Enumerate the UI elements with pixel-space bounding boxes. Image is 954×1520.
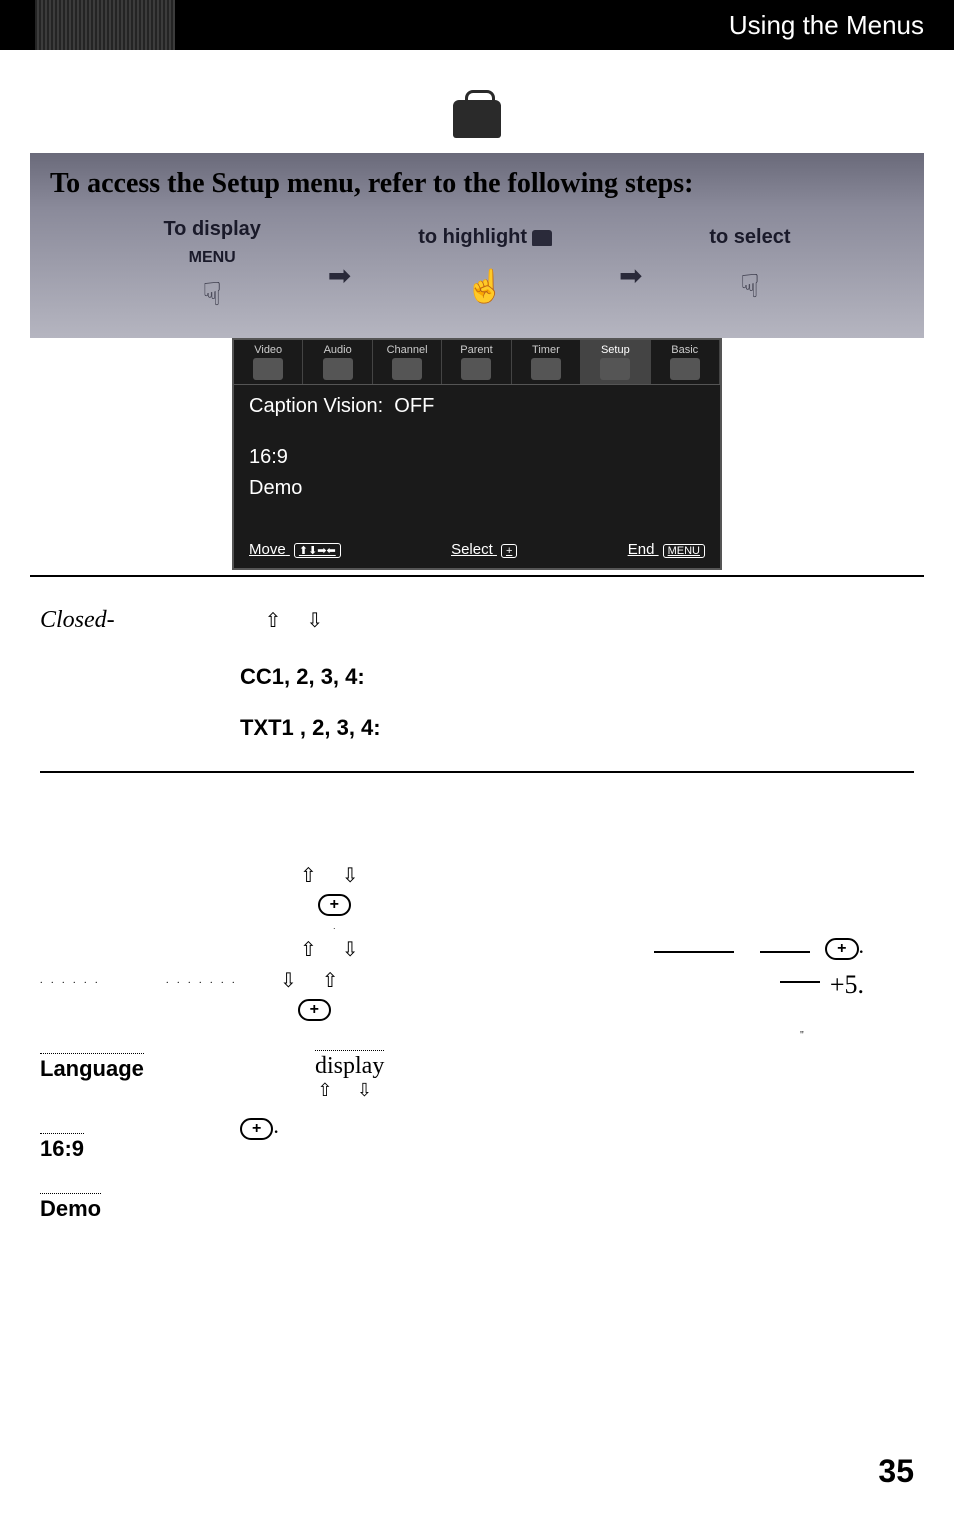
blank-line (760, 951, 810, 953)
osd-tab-video[interactable]: Video (234, 340, 303, 384)
plus-button-icon[interactable]: + (298, 999, 331, 1021)
osd-16-9[interactable]: 16:9 (249, 446, 705, 469)
closed-label: Closed- (40, 607, 115, 634)
audio-icon (323, 358, 353, 380)
hand-cursor-icon: ☟ (740, 267, 759, 305)
osd-end-hint: End MENU (628, 541, 705, 558)
osd-move-hint: Move ⬆⬇➡⬅ (249, 541, 341, 558)
arrows-icon: ⇩ ⇧ (280, 968, 349, 993)
plus-button-icon[interactable]: + (318, 894, 351, 916)
blank-line (654, 951, 734, 953)
arrows-icon: ⇧ ⇩ (315, 1080, 384, 1101)
step-label-select: to select (709, 226, 790, 249)
center-controls: ⇧ ⇩ + . ⇧ ⇩ ⇩ ⇧ + (300, 863, 369, 1021)
plus-button-icon[interactable]: + (825, 938, 858, 960)
osd-select-hint: Select + (451, 541, 517, 558)
move-keys-icon: ⬆⬇➡⬅ (294, 543, 341, 558)
plus-button-icon[interactable]: + (240, 1118, 273, 1140)
step-highlight: to highlight ☝ (418, 226, 552, 305)
end-key-icon: MENU (663, 544, 705, 558)
language-label: Language (40, 1053, 144, 1082)
sixteen-nine-label: 16:9 (40, 1133, 84, 1162)
instruction-box: To access the Setup menu, refer to the f… (30, 153, 924, 338)
instruction-title: To access the Setup menu, refer to the f… (50, 168, 904, 200)
arrow-icon: ➡ (328, 259, 351, 293)
content-area: Closed- ⇧ ⇩ CC1, 2, 3, 4: TXT1 , 2, 3, 4… (0, 577, 954, 1233)
osd-tabs: Video Audio Channel Parent Timer Setup B… (234, 340, 720, 385)
channel-icon (392, 358, 422, 380)
arrows-icon: ⇧ ⇩ (265, 608, 334, 633)
plus-dot: +. (240, 1113, 279, 1140)
txt1-label: TXT1 , 2, 3, 4: (240, 715, 914, 741)
osd-menu: Video Audio Channel Parent Timer Setup B… (232, 338, 722, 570)
hand-cursor-icon: ☟ (202, 275, 221, 313)
cc1-label: CC1, 2, 3, 4: (240, 664, 914, 690)
osd-tab-channel[interactable]: Channel (373, 340, 442, 384)
arrow-icon: ➡ (619, 259, 642, 293)
select-key-icon: + (501, 544, 517, 558)
osd-footer: Move ⬆⬇➡⬅ Select + End MENU (234, 536, 720, 568)
small-mark: " (800, 1030, 804, 1041)
osd-caption-vision[interactable]: Caption Vision: OFF (249, 395, 705, 418)
osd-tab-audio[interactable]: Audio (303, 340, 372, 384)
closed-row: Closed- ⇧ ⇩ (40, 607, 914, 634)
hand-cursor-icon: ☝ (465, 267, 505, 305)
header-decoration (35, 0, 175, 50)
tool-small-icon (532, 230, 552, 246)
header-bar: Using the Menus (0, 0, 954, 50)
basic-icon (670, 358, 700, 380)
section-divider (40, 771, 914, 773)
osd-tab-parent[interactable]: Parent (442, 340, 511, 384)
underline-plus-row: +. (644, 933, 864, 960)
lower-content: ⇧ ⇩ + . ⇧ ⇩ ⇩ ⇧ + +. +5. " . . . . . . .… (40, 803, 914, 1203)
step-display: To display MENU ☟ (163, 218, 260, 313)
osd-demo[interactable]: Demo (249, 477, 705, 500)
setup-icon (600, 358, 630, 380)
demo-label: Demo (40, 1193, 101, 1222)
header-title: Using the Menus (729, 10, 924, 41)
menu-button-label: MENU (189, 249, 236, 267)
osd-tab-timer[interactable]: Timer (512, 340, 581, 384)
step-select: to select ☟ (709, 226, 790, 305)
toolbox-icon (453, 100, 501, 138)
arrows-icon: ⇧ ⇩ (300, 863, 369, 888)
dots-row: . . . . . . . . . . . . . (40, 963, 238, 989)
osd-tab-setup[interactable]: Setup (581, 340, 650, 384)
display-label: display ⇧ ⇩ (315, 1053, 384, 1101)
timer-icon (531, 358, 561, 380)
right-controls: +. +5. " (644, 933, 864, 1041)
plus-five-label: +5. (770, 970, 864, 1000)
step-row: To display MENU ☟ ➡ to highlight ☝ ➡ to … (50, 218, 904, 313)
step-label-display: To display (163, 218, 260, 241)
arrows-icon: ⇧ ⇩ (300, 937, 369, 962)
parent-icon (461, 358, 491, 380)
osd-body: Caption Vision: OFF 16:9 Demo (234, 385, 720, 536)
osd-tab-basic[interactable]: Basic (651, 340, 720, 384)
page-number: 35 (878, 1453, 914, 1490)
step-label-highlight: to highlight (418, 226, 552, 249)
video-icon (253, 358, 283, 380)
